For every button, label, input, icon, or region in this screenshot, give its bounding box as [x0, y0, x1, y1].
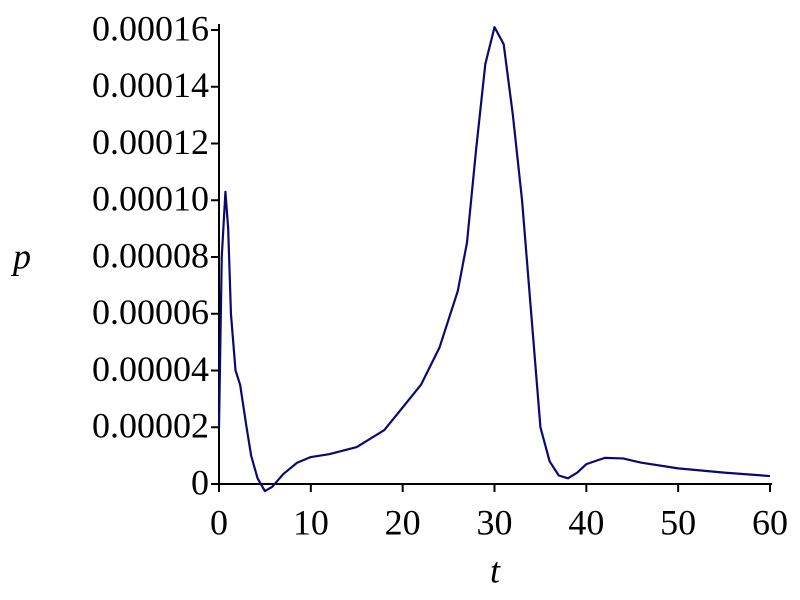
x-tick-label: 0 [210, 502, 228, 542]
y-tick-label: 0.00014 [92, 65, 209, 105]
y-axis-title: p [10, 236, 31, 276]
y-tick-label: 0.00016 [92, 8, 209, 48]
y-tick-label: 0.00002 [92, 406, 209, 446]
y-tick-label: 0 [191, 462, 209, 502]
x-tick-label: 20 [385, 502, 421, 542]
x-tick-label: 50 [660, 502, 696, 542]
y-tick-label: 0.00012 [92, 122, 209, 162]
x-tick-label: 40 [568, 502, 604, 542]
y-tick-label: 0.00006 [92, 292, 209, 332]
x-tick-label: 60 [752, 502, 788, 542]
x-tick-label: 10 [293, 502, 329, 542]
y-tick-label: 0.00008 [92, 235, 209, 275]
data-line [217, 26, 771, 493]
y-tick-label: 0.00010 [92, 179, 209, 219]
y-tick-label: 0.00004 [92, 349, 209, 389]
x-axis-title: t [490, 550, 501, 590]
x-tick-label: 30 [477, 502, 513, 542]
